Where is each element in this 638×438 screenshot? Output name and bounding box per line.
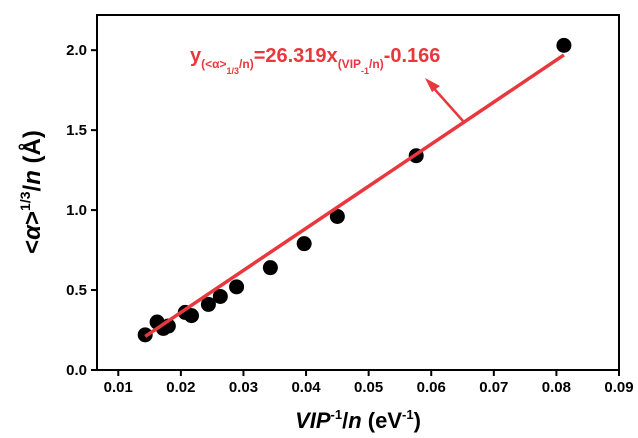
x-label-part: VIP — [295, 408, 331, 433]
y-label-part: 1/3 — [17, 191, 33, 211]
data-point — [229, 279, 245, 295]
data-point — [212, 288, 228, 304]
equation-part: =26.319x — [254, 45, 338, 67]
equation-part: y — [190, 45, 202, 67]
plot-frame — [96, 14, 620, 371]
x-axis-label: VIP-1/n (eV-1) — [295, 407, 421, 433]
x-tick-label: 0.07 — [479, 379, 508, 396]
x-tick-label: 0.09 — [604, 379, 633, 396]
y-tick-label: 1.0 — [66, 202, 87, 219]
x-tick-label: 0.03 — [229, 379, 258, 396]
data-point — [184, 308, 200, 324]
y-label-part: n — [19, 170, 46, 185]
data-point — [329, 208, 345, 224]
y-tick-label: 2.0 — [66, 42, 87, 59]
equation-part: (VIP — [338, 57, 361, 71]
x-label-part: -1 — [331, 407, 343, 422]
equation-part: 1/3 — [227, 66, 240, 76]
x-tick-label: 0.04 — [291, 379, 321, 396]
data-point — [296, 236, 312, 252]
y-tick-label: 0.0 — [66, 362, 87, 379]
equation-part: /n) — [239, 57, 254, 71]
y-label-part: α — [19, 224, 46, 240]
data-point — [200, 296, 216, 312]
x-tick-label: 0.02 — [166, 379, 195, 396]
equation-part: /n) — [369, 57, 384, 71]
arrow-head — [425, 78, 440, 92]
x-tick-label: 0.05 — [354, 379, 383, 396]
y-label-part: < — [19, 240, 46, 254]
annotation-arrow — [429, 83, 464, 122]
y-label-part: > — [19, 211, 46, 225]
x-tick-label: 0.08 — [542, 379, 571, 396]
y-tick-label: 0.5 — [66, 282, 87, 299]
data-point — [556, 37, 572, 53]
x-label-part: -1 — [402, 407, 414, 422]
fit-equation: y(<α>1/3/n)=26.319x(VIP-1/n)-0.166 — [190, 45, 440, 76]
y-label-part: (Å) — [18, 130, 46, 170]
x-tick-label: 0.01 — [104, 379, 133, 396]
x-label-part: ) — [414, 408, 421, 433]
y-tick-label: 1.5 — [66, 122, 87, 139]
x-tick-label: 0.06 — [417, 379, 446, 396]
fit-line — [144, 53, 565, 338]
equation-part: -1 — [361, 66, 369, 76]
y-label-part: / — [19, 184, 46, 191]
y-axis-label: <α>1/3/n (Å) — [17, 130, 46, 254]
equation-part: -0.166 — [384, 45, 441, 67]
data-point — [262, 260, 278, 276]
x-label-part: / — [342, 408, 348, 433]
x-label-part: (eV — [362, 408, 403, 433]
equation-part: (<α> — [201, 57, 226, 71]
x-label-part: n — [348, 408, 361, 433]
